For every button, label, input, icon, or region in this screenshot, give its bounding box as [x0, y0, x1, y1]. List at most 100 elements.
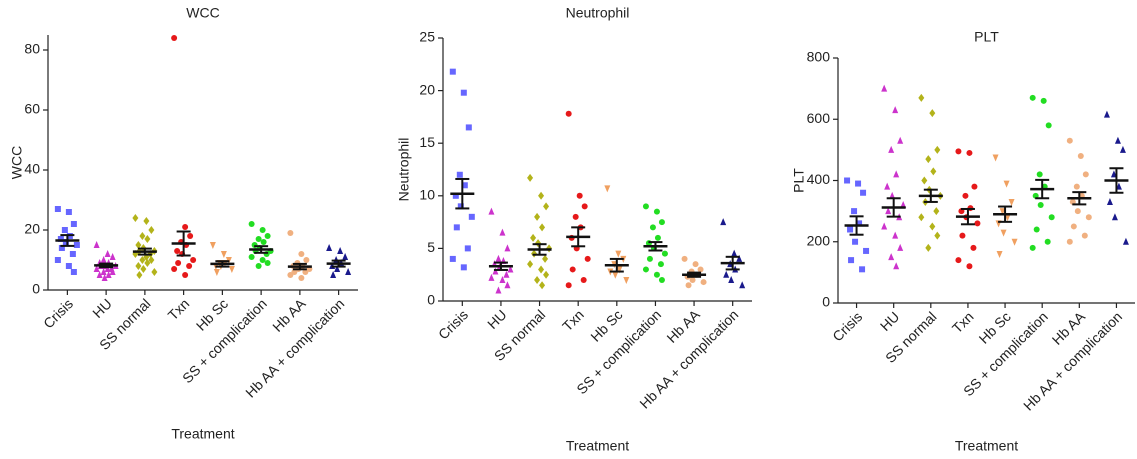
point: [449, 68, 456, 75]
point: [848, 257, 855, 264]
point: [93, 265, 100, 272]
point: [182, 224, 189, 230]
point: [1003, 180, 1010, 188]
point: [1011, 238, 1018, 246]
point: [457, 203, 464, 210]
point: [572, 213, 579, 220]
point: [1081, 232, 1088, 239]
point: [1106, 197, 1113, 205]
point: [104, 265, 111, 272]
point: [174, 248, 181, 254]
point: [1045, 122, 1052, 129]
point: [96, 271, 103, 278]
point: [69, 251, 76, 257]
point: [136, 271, 143, 279]
chart-title: Neutrophil: [566, 5, 630, 21]
point: [65, 209, 72, 215]
point: [326, 244, 333, 251]
point: [534, 212, 541, 221]
point: [248, 254, 255, 260]
point: [148, 226, 155, 234]
point: [464, 245, 471, 252]
point: [105, 271, 112, 278]
point: [62, 239, 69, 245]
point: [1044, 238, 1051, 245]
point: [70, 269, 77, 275]
point: [171, 35, 178, 41]
chart-title: WCC: [186, 5, 219, 21]
point: [623, 276, 630, 284]
x-tick-label: HU: [484, 306, 510, 332]
point: [893, 262, 900, 270]
point: [140, 265, 147, 273]
x-tick-label: Txn: [949, 308, 977, 336]
point: [1082, 171, 1089, 178]
point: [1033, 226, 1040, 233]
point: [109, 253, 116, 260]
point: [264, 260, 271, 266]
point: [54, 206, 61, 212]
point: [1040, 97, 1047, 104]
point: [992, 154, 999, 162]
point: [1103, 110, 1110, 118]
point: [881, 222, 888, 230]
point: [538, 191, 545, 200]
point: [658, 276, 665, 283]
point: [929, 222, 936, 231]
point: [654, 234, 661, 241]
point: [449, 255, 456, 262]
point: [543, 270, 550, 279]
point: [847, 226, 854, 233]
point: [925, 243, 932, 252]
x-tick-label: Crisis: [829, 308, 865, 344]
point: [888, 145, 895, 153]
point: [100, 256, 107, 263]
point: [649, 224, 656, 231]
point: [209, 242, 216, 249]
point: [884, 182, 891, 190]
point: [1008, 198, 1015, 206]
point: [504, 244, 511, 252]
point: [334, 265, 341, 272]
point: [697, 266, 704, 273]
point: [971, 183, 978, 190]
point: [135, 262, 142, 270]
point: [139, 256, 146, 264]
point: [303, 257, 310, 263]
point: [531, 249, 538, 258]
point: [1085, 214, 1092, 221]
point: [844, 177, 851, 184]
point: [974, 220, 981, 227]
point: [213, 269, 220, 276]
point: [653, 208, 660, 215]
point: [856, 220, 863, 227]
point: [58, 245, 65, 251]
point: [186, 263, 193, 269]
point: [897, 243, 904, 251]
point: [527, 173, 534, 182]
point: [503, 270, 510, 278]
point: [499, 275, 506, 283]
point: [453, 224, 460, 231]
point: [1073, 183, 1080, 190]
point: [260, 239, 267, 245]
y-tick-label: 200: [807, 232, 831, 248]
point: [739, 281, 746, 289]
point: [175, 260, 182, 266]
point: [859, 266, 866, 273]
y-tick-label: 10: [419, 187, 435, 203]
point: [888, 253, 895, 261]
point: [569, 266, 576, 273]
point: [488, 273, 495, 281]
y-tick-label: 15: [419, 134, 435, 150]
y-tick-label: 60: [24, 101, 40, 117]
point: [1066, 238, 1073, 245]
point: [228, 266, 235, 273]
point: [685, 282, 692, 289]
point: [151, 268, 158, 276]
point: [728, 275, 735, 283]
point: [930, 167, 937, 176]
point: [581, 203, 588, 210]
point: [1000, 229, 1007, 237]
